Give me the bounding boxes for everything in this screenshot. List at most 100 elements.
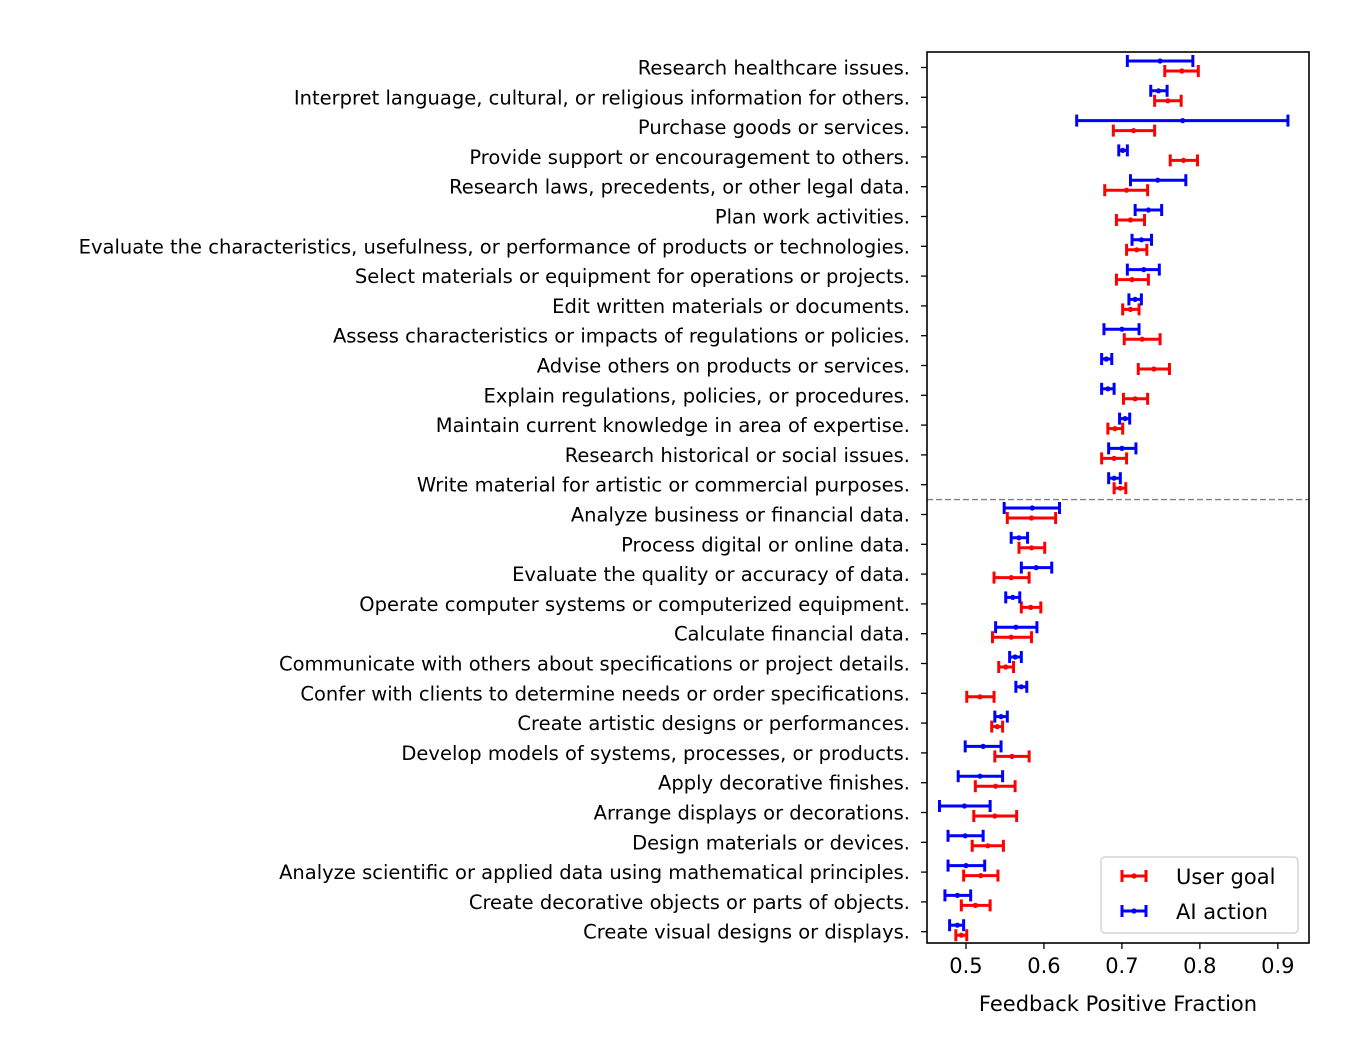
- y-tick-label: Develop models of systems, processes, or…: [401, 742, 910, 765]
- errorbar: [1125, 55, 1195, 67]
- errorbar: [1125, 263, 1161, 276]
- plot-area-frame: [926, 51, 1310, 944]
- errorbar: [1019, 561, 1054, 574]
- data-point: [1018, 684, 1024, 690]
- errorbar: [1133, 204, 1164, 216]
- data-point: [980, 743, 986, 750]
- errorbar: [992, 571, 1031, 584]
- x-tick-label: 0.5: [949, 954, 982, 978]
- data-point: [1123, 187, 1130, 193]
- y-tick-label: Arrange displays or decorations.: [594, 802, 910, 825]
- data-point: [1132, 296, 1138, 302]
- errorbar: [1127, 293, 1143, 306]
- errorbar: [970, 839, 1005, 852]
- legend-label: User goal: [1176, 865, 1275, 889]
- errorbar: [1107, 472, 1122, 485]
- x-axis-label: Feedback Positive Fraction: [979, 992, 1257, 1016]
- data-point: [1028, 604, 1034, 611]
- data-point: [1012, 654, 1018, 660]
- data-point: [1029, 505, 1035, 511]
- data-point: [954, 892, 961, 899]
- data-point: [1013, 624, 1019, 630]
- data-point: [1129, 277, 1135, 283]
- errorbar: [1005, 512, 1058, 524]
- data-point: [1138, 237, 1144, 243]
- data-point: [1165, 98, 1171, 104]
- errorbar: [990, 720, 1005, 733]
- series-ai-action: [937, 55, 1290, 932]
- y-tick-label: Apply decorative finishes.: [658, 772, 910, 795]
- errorbar: [1103, 184, 1150, 197]
- data-point: [961, 803, 968, 809]
- errorbar: [1100, 353, 1114, 365]
- legend-swatch-point: [1131, 873, 1137, 879]
- data-point: [962, 833, 968, 839]
- errorbar: [1130, 233, 1154, 246]
- errorbar: [1106, 422, 1125, 435]
- data-point: [1119, 445, 1125, 451]
- y-tick-label: Write material for artistic or commercia…: [417, 474, 910, 497]
- errorbar: [1121, 392, 1150, 405]
- data-point: [1105, 386, 1111, 392]
- errorbar: [1019, 601, 1043, 614]
- x-tick-label: 0.7: [1105, 954, 1138, 978]
- data-point: [1155, 88, 1162, 94]
- errorbar: [1117, 144, 1129, 157]
- y-tick-label: Plan work activities.: [715, 206, 910, 229]
- y-tick-label: Assess characteristics or impacts of reg…: [333, 325, 910, 348]
- y-tick-label: Evaluate the characteristics, usefulness…: [79, 235, 910, 258]
- errorbar: [1004, 591, 1022, 604]
- data-point: [1111, 475, 1117, 481]
- data-point: [993, 783, 999, 789]
- series-user-goal: [954, 65, 1200, 942]
- errorbar: [1149, 84, 1169, 97]
- errorbar: [993, 750, 1031, 763]
- data-point: [1155, 177, 1161, 183]
- data-point: [1028, 545, 1035, 551]
- errorbar: [1009, 531, 1030, 544]
- errorbar: [946, 859, 987, 872]
- y-tick-label: Analyze scientific or applied data using…: [279, 861, 910, 884]
- errorbar: [1100, 452, 1129, 465]
- data-point: [1127, 217, 1134, 223]
- y-tick-label: Design materials or devices.: [632, 831, 910, 854]
- errorbar: [990, 631, 1033, 644]
- errorbar: [1075, 114, 1290, 127]
- data-point: [1180, 157, 1187, 163]
- y-tick-label: Evaluate the quality or accuracy of data…: [512, 563, 910, 586]
- errorbar: [1122, 333, 1162, 346]
- errorbar: [962, 869, 1000, 882]
- y-tick-label: Create decorative objects or parts of ob…: [469, 891, 910, 914]
- y-tick-label: Analyze business or financial data.: [571, 504, 910, 527]
- data-point: [954, 922, 961, 928]
- errorbar: [965, 690, 996, 703]
- data-point: [1008, 634, 1014, 640]
- errorbar: [963, 740, 1003, 753]
- data-point: [998, 714, 1004, 720]
- y-tick-label: Advise others on products or services.: [537, 355, 910, 378]
- y-tick-label: Operate computer systems or computerized…: [359, 593, 910, 616]
- x-tick-label: 0.9: [1261, 954, 1294, 978]
- data-point: [978, 873, 984, 879]
- data-point: [1179, 68, 1185, 74]
- data-point: [992, 813, 998, 819]
- legend-swatch-point: [1131, 908, 1137, 914]
- y-tick-label: Communicate with others about specificat…: [279, 653, 910, 676]
- errorbar: [997, 661, 1016, 673]
- data-point: [994, 724, 1000, 730]
- data-point: [1151, 366, 1157, 372]
- data-point: [1103, 356, 1109, 362]
- y-tick-label: Research healthcare issues.: [638, 57, 910, 80]
- errorbar: [1014, 680, 1029, 693]
- data-point: [958, 932, 964, 938]
- errorbar: [993, 710, 1009, 723]
- errorbar: [937, 800, 992, 812]
- errorbar: [1111, 124, 1157, 137]
- errorbar: [943, 889, 973, 902]
- data-point: [963, 863, 969, 869]
- errorbar: [1118, 412, 1132, 425]
- data-point: [1112, 426, 1118, 432]
- data-point: [1130, 128, 1137, 134]
- legend-entry: AI action: [1120, 900, 1268, 924]
